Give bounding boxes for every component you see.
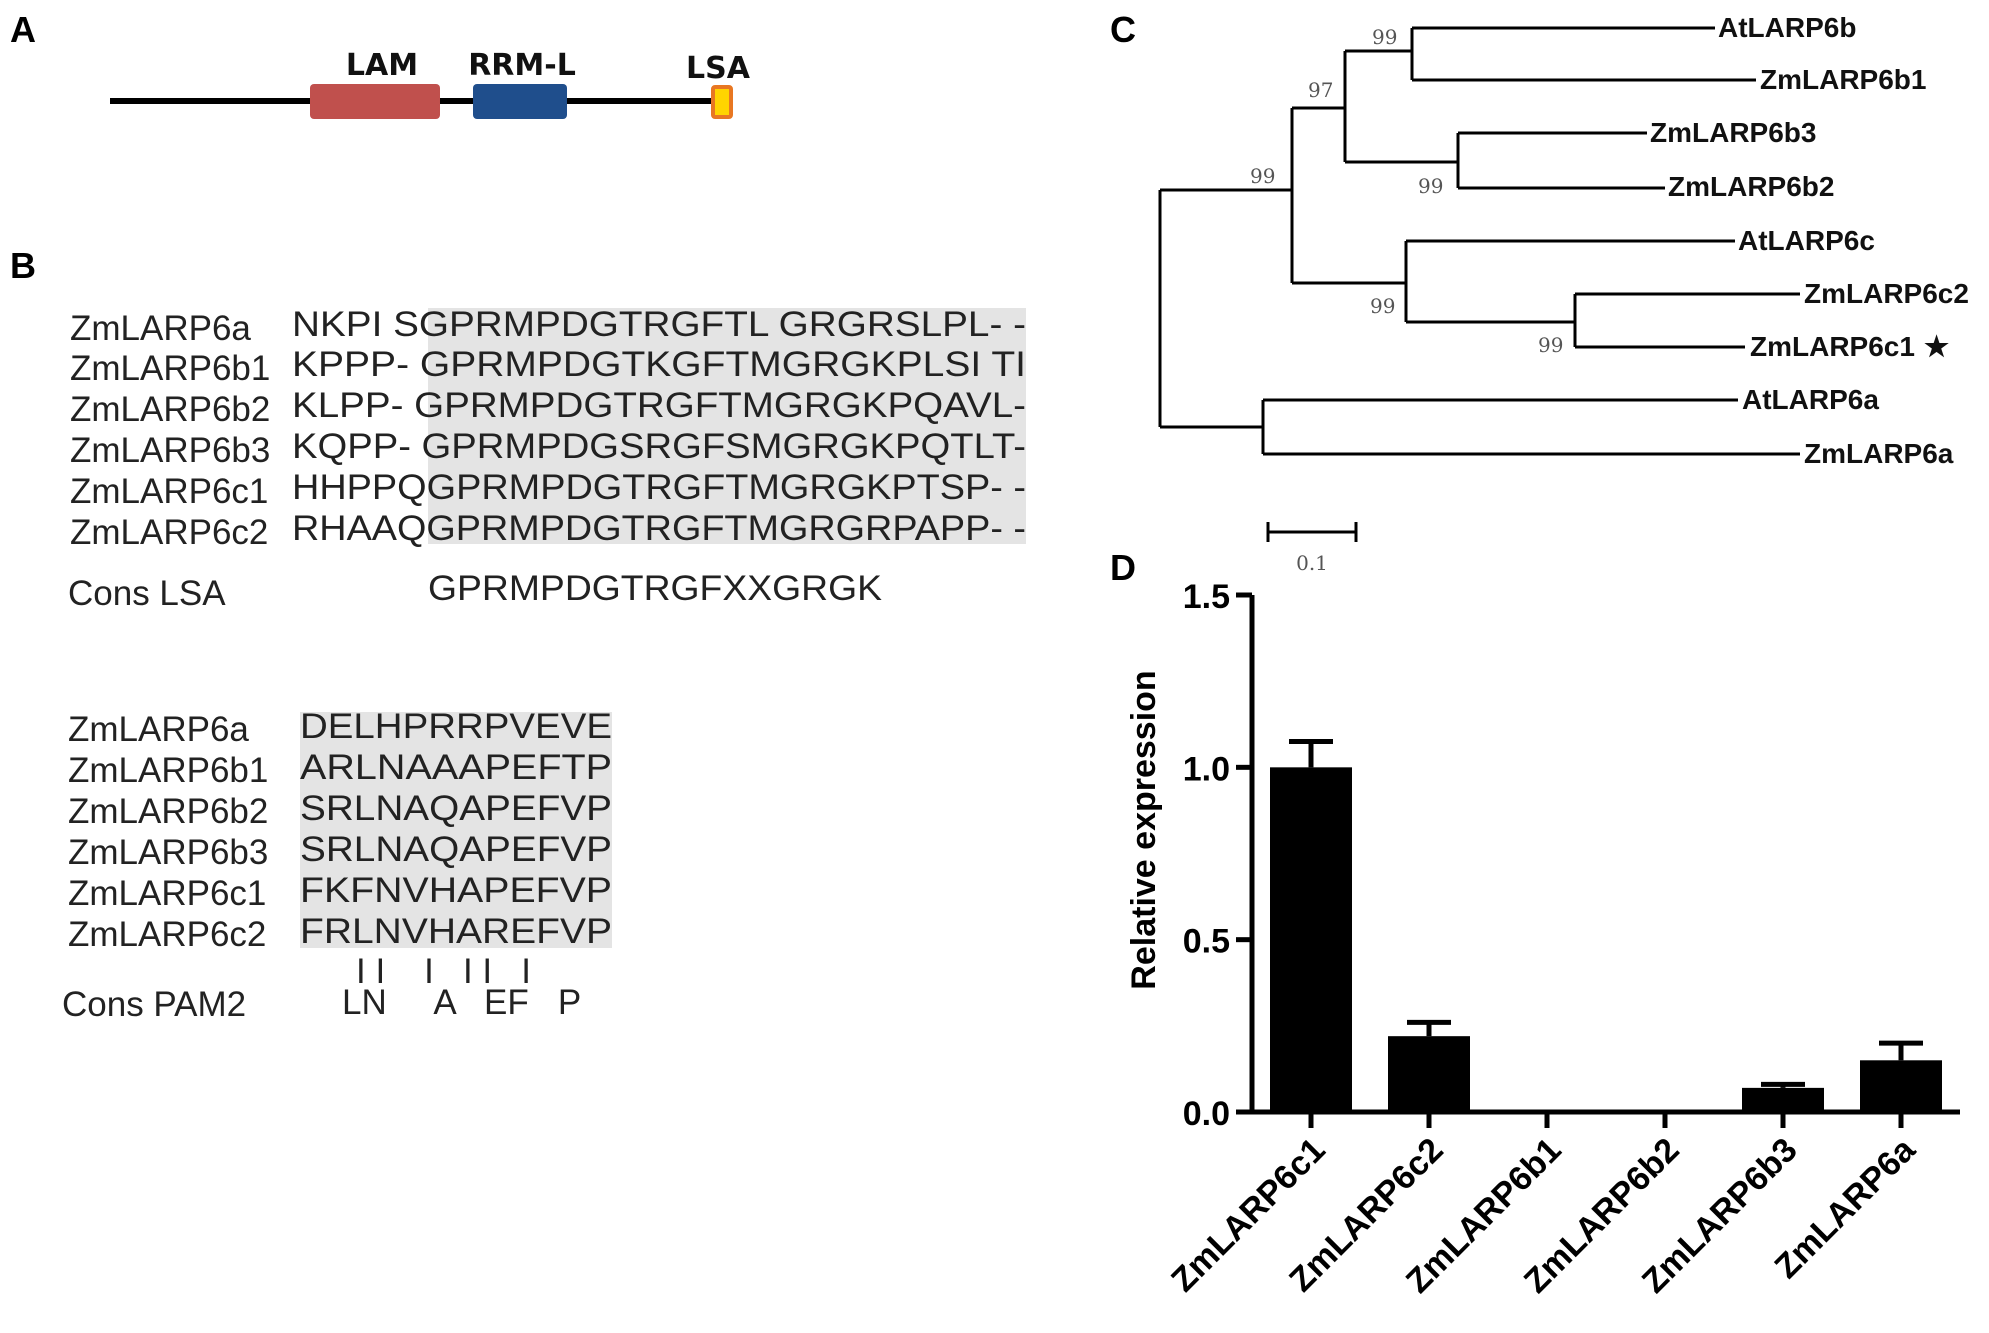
pam2-row-seq: FKFNVHAPEFVP xyxy=(300,871,612,910)
y-axis-title: Relative expression xyxy=(1125,670,1163,989)
lsa-row-name: ZmLARP6b2 xyxy=(70,390,270,429)
taxon-label: ZmLARP6c2 xyxy=(1804,278,1969,309)
bootstrap-value: 97 xyxy=(1308,78,1333,102)
lsa-row-name: ZmLARP6c2 xyxy=(70,513,268,552)
phylogenetic-tree xyxy=(1158,26,1800,542)
lsa-row-seq: HHPPQGPRMPDGTRGFTMGRGKPTSP- - xyxy=(292,468,1026,507)
lsa-row-name: ZmLARP6b3 xyxy=(70,431,270,470)
panel-label-c: C xyxy=(1110,9,1136,50)
taxon-label: ZmLARP6b2 xyxy=(1668,171,1834,202)
pam2-conserved-shading xyxy=(300,712,612,948)
lsa-alignment: ZmLARP6a NKPI SGPRMPDGTRGFTL GRGRSLPL- -… xyxy=(68,305,1026,613)
pam2-conservation-marks: I I I I I I xyxy=(356,952,531,991)
lsa-row-seq: KQPP- GPRMPDGSRGFSMGRGKPQTLT- xyxy=(292,427,1026,466)
expression-bar-chart: 0.00.51.01.5ZmLARP6c1ZmLARP6c2ZmLARP6b1Z… xyxy=(1164,578,1960,1301)
bar xyxy=(1742,1087,1824,1112)
pam2-row-name: ZmLARP6c1 xyxy=(68,874,266,913)
bootstrap-value: 99 xyxy=(1250,164,1275,188)
lsa-consensus-label: Cons LSA xyxy=(68,574,226,613)
y-tick-label: 1.5 xyxy=(1183,578,1230,616)
panel-label-d: D xyxy=(1110,547,1136,588)
rrm-l-label: RRM-L xyxy=(468,48,576,83)
lsa-domain-box xyxy=(711,85,733,119)
lsa-row-name: ZmLARP6c1 xyxy=(70,472,268,511)
pam2-row-seq: FRLNVHAREFVP xyxy=(300,912,612,951)
taxon-label: ZmLARP6b3 xyxy=(1650,117,1816,148)
panel-label-b: B xyxy=(10,245,36,286)
bar xyxy=(1860,1060,1942,1112)
lsa-row-seq: NKPI SGPRMPDGTRGFTL GRGRSLPL- - xyxy=(292,305,1026,344)
taxon-label: AtLARP6a xyxy=(1742,384,1879,415)
lsa-row-name: ZmLARP6a xyxy=(70,309,251,348)
lsa-row-seq: KPPP- GPRMPDGTKGFTMGRGKPLSI TI xyxy=(292,345,1026,384)
domain-map: LAM RRM-L LSA xyxy=(110,48,751,119)
pam2-consensus-label: Cons PAM2 xyxy=(62,985,246,1024)
pam2-row-name: ZmLARP6b3 xyxy=(68,833,268,872)
rrm-l-domain-box xyxy=(473,84,567,119)
star-icon: ★ xyxy=(1924,331,1949,362)
tree-labels: AtLARP6b ZmLARP6b1 ZmLARP6b3 ZmLARP6b2 A… xyxy=(1250,12,1969,575)
bar xyxy=(1270,767,1352,1112)
lam-label: LAM xyxy=(346,48,418,83)
y-tick-label: 0.0 xyxy=(1183,1095,1230,1133)
pam2-consensus-seq: LN A EF P xyxy=(342,983,581,1022)
taxon-label: AtLARP6c xyxy=(1738,225,1875,256)
lsa-conserved-shading xyxy=(428,308,1026,544)
lam-domain-box xyxy=(310,84,440,119)
pam2-row-seq: SRLNAQAPEFVP xyxy=(300,789,612,828)
bar xyxy=(1388,1036,1470,1112)
pam2-row-seq: DELHPRRPVEVE xyxy=(300,707,612,746)
taxon-label: AtLARP6b xyxy=(1718,12,1856,43)
pam2-row-name: ZmLARP6a xyxy=(68,710,249,749)
bootstrap-value: 99 xyxy=(1538,333,1563,357)
bootstrap-value: 99 xyxy=(1372,25,1397,49)
lsa-consensus-seq: GPRMPDGTRGFXXGRGK xyxy=(428,569,882,608)
bootstrap-value: 99 xyxy=(1418,174,1443,198)
pam2-row-name: ZmLARP6b2 xyxy=(68,792,268,831)
lsa-row-seq: RHAAQGPRMPDGTRGFTMGRGRPAPP- - xyxy=(292,509,1026,548)
taxon-label: ZmLARP6c1 xyxy=(1750,331,1915,362)
scale-bar-label: 0.1 xyxy=(1296,551,1328,575)
pam2-row-seq: SRLNAQAPEFVP xyxy=(300,830,612,869)
lsa-row-seq: KLPP- GPRMPDGTRGFTMGRGKPQAVL- xyxy=(292,386,1026,425)
bootstrap-value: 99 xyxy=(1370,294,1395,318)
pam2-alignment: ZmLARP6a DELHPRRPVEVE ZmLARP6b1 ARLNAAAP… xyxy=(62,707,612,1024)
taxon-label: ZmLARP6b1 xyxy=(1760,64,1926,95)
lsa-label: LSA xyxy=(686,51,751,86)
lsa-row-name: ZmLARP6b1 xyxy=(70,349,270,388)
y-tick-label: 1.0 xyxy=(1183,750,1230,788)
y-tick-label: 0.5 xyxy=(1183,923,1230,961)
pam2-row-name: ZmLARP6b1 xyxy=(68,751,268,790)
taxon-label: ZmLARP6a xyxy=(1804,438,1954,469)
pam2-row-seq: ARLNAAAPEFTP xyxy=(300,748,612,787)
pam2-row-name: ZmLARP6c2 xyxy=(68,915,266,954)
panel-label-a: A xyxy=(10,9,36,50)
